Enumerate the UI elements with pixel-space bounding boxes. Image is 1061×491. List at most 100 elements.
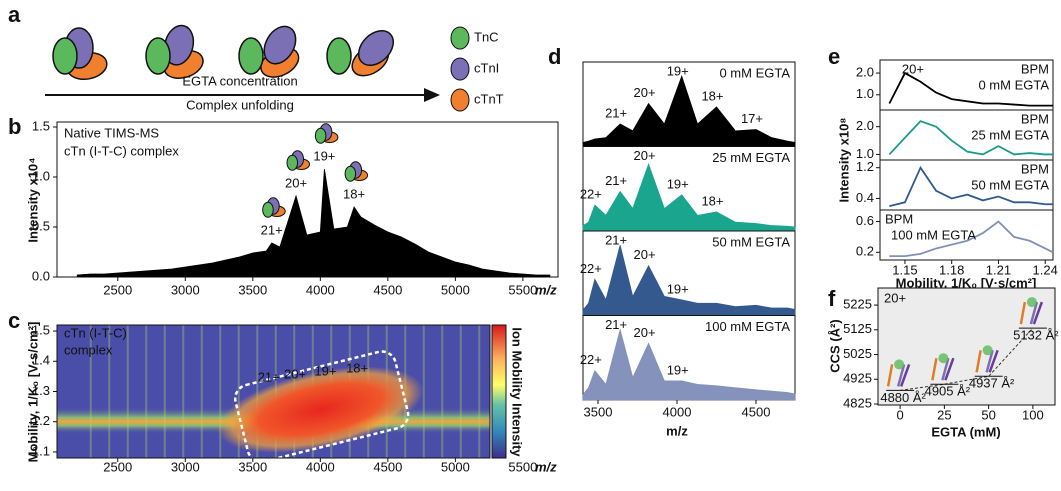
y-tick-label: 0.4 — [856, 190, 874, 205]
y-tick-label: 5225 — [843, 297, 872, 312]
x-axis-label: m/z — [666, 423, 688, 438]
panel-label: a — [8, 2, 21, 27]
subunit-icon — [263, 25, 297, 65]
trace-label: 25 mM EGTA — [712, 150, 790, 165]
x-tick-label: 1.24 — [1033, 262, 1058, 277]
subunit-icon — [145, 37, 171, 75]
subunit-icon — [357, 29, 394, 67]
x-tick-label: 25 — [937, 407, 951, 422]
y-tick-label: 1.4 — [32, 353, 50, 368]
peak-label: 21+ — [605, 232, 627, 247]
x-tick-label: 3500 — [238, 459, 267, 474]
peak-label: 22+ — [580, 352, 602, 367]
peak-label: 22+ — [580, 187, 602, 202]
peak-label: 17+ — [741, 111, 763, 126]
protein-icon — [988, 349, 999, 373]
legend-label: TnC — [474, 29, 499, 44]
trace-tag: BPM — [1021, 61, 1049, 76]
y-tick-label: 1.0 — [32, 168, 50, 183]
x-tick-label: 4000 — [306, 459, 335, 474]
x-tick-label: 1.18 — [939, 262, 964, 277]
colorbar-label: Ion Mobility Intensity — [510, 327, 525, 457]
value-label: 5132 Å² — [1013, 328, 1059, 343]
highlight-box — [233, 350, 410, 463]
x-tick-label: 3000 — [171, 282, 200, 297]
trace-tag: BPM — [885, 211, 913, 226]
trace-label: 50 mM EGTA — [712, 234, 790, 249]
subunit-icon — [238, 37, 264, 75]
protein-icon — [1026, 297, 1037, 308]
legend-label: cTnI — [474, 60, 499, 75]
annotation: cTn (I-T-C) complex — [64, 143, 179, 158]
x-tick-label: 4000 — [306, 282, 335, 297]
y-tick-label: 0.0 — [32, 268, 50, 283]
colorbar — [491, 324, 507, 459]
arrow-label: Complex unfolding — [186, 97, 294, 112]
y-tick-label: 1.0 — [856, 146, 874, 161]
y-tick-label: 1.1 — [32, 443, 50, 458]
legend-swatch — [450, 57, 470, 81]
peak-label: 21+ — [605, 173, 627, 188]
y-tick-label: 1.2 — [32, 413, 50, 428]
protein-icon — [1032, 301, 1044, 325]
trace — [888, 120, 1053, 156]
annotation: complex — [64, 342, 113, 357]
peak-label: 18+ — [343, 186, 365, 201]
trace-label: 50 mM EGTA — [971, 177, 1049, 192]
x-tick-label: 2500 — [103, 459, 132, 474]
trace-tag: BPM — [1021, 161, 1049, 176]
x-axis-label: m/z — [535, 459, 557, 474]
peak-label: 20+ — [634, 325, 656, 340]
x-tick-label: 4500 — [742, 404, 771, 419]
x-tick-label: 5000 — [441, 282, 470, 297]
subunit-icon — [286, 154, 299, 171]
value-label: 4880 Å² — [880, 390, 926, 405]
x-tick-label: 3500 — [238, 282, 267, 297]
spectrum — [76, 168, 551, 278]
y-tick-label: 5025 — [843, 346, 872, 361]
x-tick-label: 100 — [1022, 407, 1044, 422]
peak-label: 20+ — [634, 85, 656, 100]
x-tick-label: 5500 — [508, 459, 537, 474]
peak-label: 20+ — [902, 61, 924, 76]
plot-frame — [877, 287, 1056, 406]
y-tick-label: 1.3 — [32, 383, 50, 398]
y-tick-label: 1.2 — [856, 159, 874, 174]
x-tick-label: 2500 — [103, 282, 132, 297]
panel-label: f — [828, 286, 836, 311]
trace — [888, 71, 1053, 107]
peak-label: 21+ — [261, 222, 283, 237]
protein-icon — [931, 357, 938, 381]
x-tick-label: 3000 — [171, 459, 200, 474]
y-tick-label: 2.0 — [856, 64, 874, 79]
peak-label: 21+ — [605, 105, 627, 120]
y-tick-label: 1.5 — [32, 322, 50, 337]
y-tick-label: 5125 — [843, 321, 872, 336]
value-label: 4937 Å² — [969, 376, 1015, 391]
peak-label: 19+ — [667, 362, 689, 377]
spectrum — [582, 75, 796, 147]
charge-label: 18+ — [346, 360, 368, 375]
x-tick-label: 3500 — [584, 404, 613, 419]
x-tick-label: 4000 — [663, 404, 692, 419]
panel-label: b — [8, 114, 21, 139]
y-tick-label: 0.5 — [32, 218, 50, 233]
spectrum — [582, 328, 796, 401]
protein-icon — [899, 363, 911, 387]
arrow-head — [424, 88, 440, 102]
protein-icon — [975, 350, 982, 373]
peak-label: 18+ — [701, 88, 723, 103]
value-label: 4905 Å² — [925, 384, 971, 399]
y-tick-label: 1.0 — [856, 86, 874, 101]
legend-swatch — [450, 26, 470, 50]
peak-label: 20+ — [634, 247, 656, 262]
trace-tag: BPM — [1021, 111, 1049, 126]
spectrum — [582, 245, 796, 316]
trace-label: 100 mM EGTA — [891, 227, 976, 242]
peak-label: 19+ — [667, 281, 689, 296]
panel-label: d — [548, 44, 561, 69]
x-axis-label: m/z — [535, 282, 557, 297]
subunit-icon — [326, 37, 352, 75]
legend-swatch — [450, 88, 470, 112]
